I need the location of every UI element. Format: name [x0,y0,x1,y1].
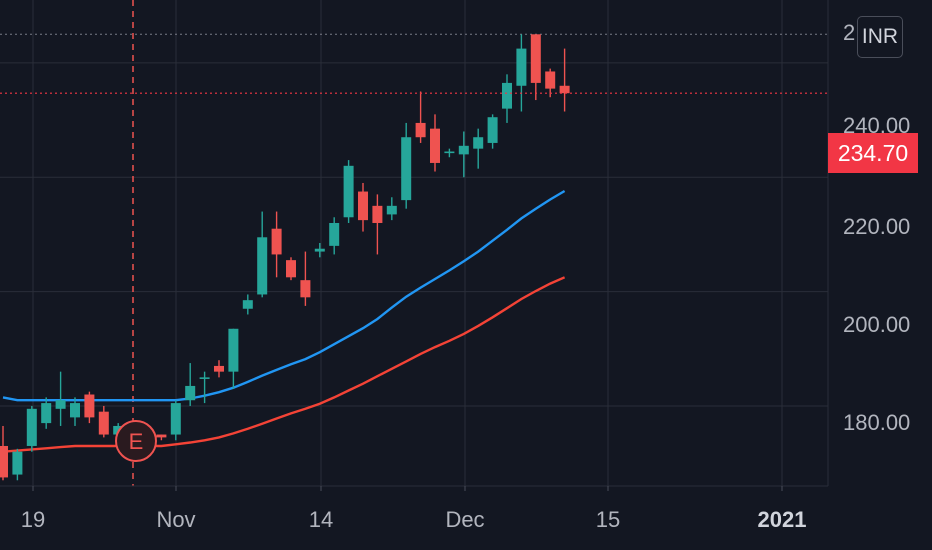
time-axis-label: 14 [309,507,333,532]
candle-body [430,128,440,163]
ma-slow-line [2,276,566,453]
candle [473,128,484,169]
candle-body [98,411,109,435]
candle [487,114,498,149]
candle [516,34,527,112]
earnings-marker[interactable]: E [115,420,157,462]
price-axis-partial-label: 2 [843,20,855,45]
price-axis-label: 220.00 [843,214,910,239]
candle [329,217,340,255]
candle-body [314,248,325,252]
last-price-tag: 234.70 [828,133,918,173]
candle [343,160,354,223]
candle-body [0,445,8,478]
candle-body [12,451,23,475]
candle [55,371,66,426]
candle-body [401,137,412,201]
candle [386,197,397,221]
candle [559,48,570,112]
time-axis-label: 15 [596,507,620,532]
candle-body [516,48,527,86]
candle-body [329,222,340,246]
time-axis-label: Dec [445,507,484,532]
candle [199,371,210,404]
earnings-marker-label: E [129,429,144,454]
candle [242,294,253,315]
time-axis-label: 2021 [758,507,807,532]
candle [98,405,109,438]
candle [401,122,412,209]
candle [70,397,80,426]
candle-body [545,71,556,89]
candle-body [487,117,498,143]
candle-body [156,434,167,438]
candle-body [70,403,80,418]
candle [156,434,167,441]
candles [0,34,570,481]
time-axis-label: 19 [21,507,45,532]
candle-body [444,151,455,154]
candle [300,251,311,306]
candle-body [199,377,210,379]
candle [545,68,556,98]
candle-body [214,365,224,372]
candle [26,405,37,452]
candle [257,211,268,298]
candle-body [41,403,52,424]
candle [430,114,440,172]
candle [12,448,23,481]
time-axis-ticks [32,486,783,491]
candle [458,131,469,178]
candle [372,194,383,255]
candle [502,74,512,123]
candle-body [458,145,469,155]
candle-body [473,137,484,149]
candle-body [55,400,66,409]
candle [530,34,541,101]
candle [214,360,224,378]
candle-body [415,122,426,138]
candle [84,391,95,424]
grid-lines [0,0,828,486]
candle [0,425,8,481]
candle-body [257,237,268,295]
candle-body [84,394,95,418]
candle-body [502,82,512,109]
candle-body [343,165,354,218]
ma-fast-line [2,189,566,402]
candle [228,328,239,389]
currency-button[interactable]: INR [857,16,903,58]
candle [271,211,282,278]
candle-body [271,228,282,255]
candle [444,148,455,158]
candle [415,91,426,143]
candle-body [228,328,239,372]
candle-body [170,403,181,435]
candle-body [386,205,397,215]
candle-body [300,280,311,298]
candle [185,363,196,406]
candle-body [372,205,383,223]
candle-body [358,191,368,221]
candle [170,400,181,441]
candle [41,397,52,429]
time-axis-label: Nov [156,507,195,532]
candle-body [26,408,37,446]
price-axis-label: 180.00 [843,410,910,435]
candle-body [286,260,296,278]
candle [314,243,325,258]
price-axis-label: 200.00 [843,312,910,337]
candle [286,257,296,281]
candle-body [530,34,541,83]
earnings-marker-circle[interactable] [115,420,157,462]
candle-body [559,85,570,94]
candle-body [185,385,196,401]
candle-body [242,300,253,309]
candle [358,182,368,232]
